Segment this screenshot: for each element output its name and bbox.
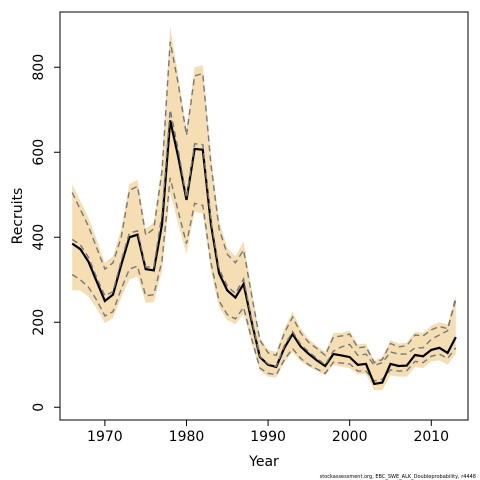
confidence-band-layer [72, 26, 456, 391]
x-tick-label: 2010 [413, 429, 449, 445]
x-tick-label: 2000 [332, 429, 368, 445]
x-axis-label: Year [248, 454, 279, 470]
y-tick-label: 400 [31, 224, 47, 251]
y-tick-label: 200 [31, 309, 47, 336]
lower-bound-dashed-line [71, 177, 457, 382]
alternative-series-line [71, 109, 457, 368]
y-axis: 0 200 400 600 800 [31, 54, 61, 412]
x-tick-label: 1980 [169, 429, 205, 445]
estimate-series-line [71, 120, 457, 386]
footer-credit: stockassessment.org, EBC_SWE_ALK_Doublep… [320, 474, 476, 480]
confidence-band [72, 26, 456, 391]
y-tick-label: 600 [31, 139, 47, 166]
series-line-layer [71, 41, 457, 386]
y-tick-label: 800 [31, 54, 47, 81]
upper-bound-dashed-line [71, 41, 457, 364]
y-axis-label: Recruits [10, 188, 26, 245]
x-tick-label: 1970 [87, 429, 123, 445]
y-tick-label: 0 [31, 403, 47, 412]
x-tick-label: 1990 [250, 429, 286, 445]
x-axis: 1970 1980 1990 2000 2010 [87, 419, 449, 445]
